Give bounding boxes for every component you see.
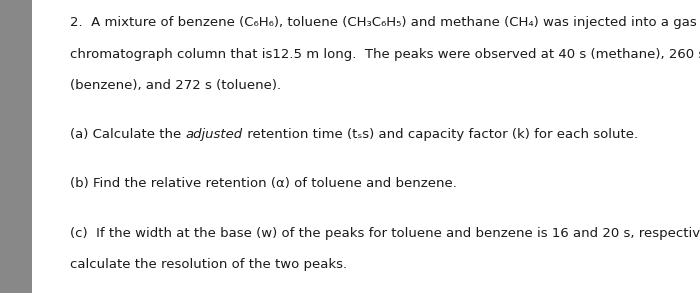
- Text: retention time (tₛs) and capacity factor (k) for each solute.: retention time (tₛs) and capacity factor…: [243, 128, 638, 142]
- Text: (a) Calculate the: (a) Calculate the: [70, 128, 186, 142]
- Text: (c)  If the width at the base (w) of the peaks for toluene and benzene is 16 and: (c) If the width at the base (w) of the …: [70, 226, 700, 240]
- Text: (benzene), and 272 s (toluene).: (benzene), and 272 s (toluene).: [70, 79, 281, 92]
- Text: chromatograph column that is12.5 m long.  The peaks were observed at 40 s (metha: chromatograph column that is12.5 m long.…: [70, 48, 700, 61]
- Text: adjusted: adjusted: [186, 128, 243, 142]
- Text: 2.  A mixture of benzene (C₆H₆), toluene (CH₃C₆H₅) and methane (CH₄) was injecte: 2. A mixture of benzene (C₆H₆), toluene …: [70, 16, 696, 29]
- Text: calculate the resolution of the two peaks.: calculate the resolution of the two peak…: [70, 258, 347, 271]
- Text: (b) Find the relative retention (α) of toluene and benzene.: (b) Find the relative retention (α) of t…: [70, 178, 457, 190]
